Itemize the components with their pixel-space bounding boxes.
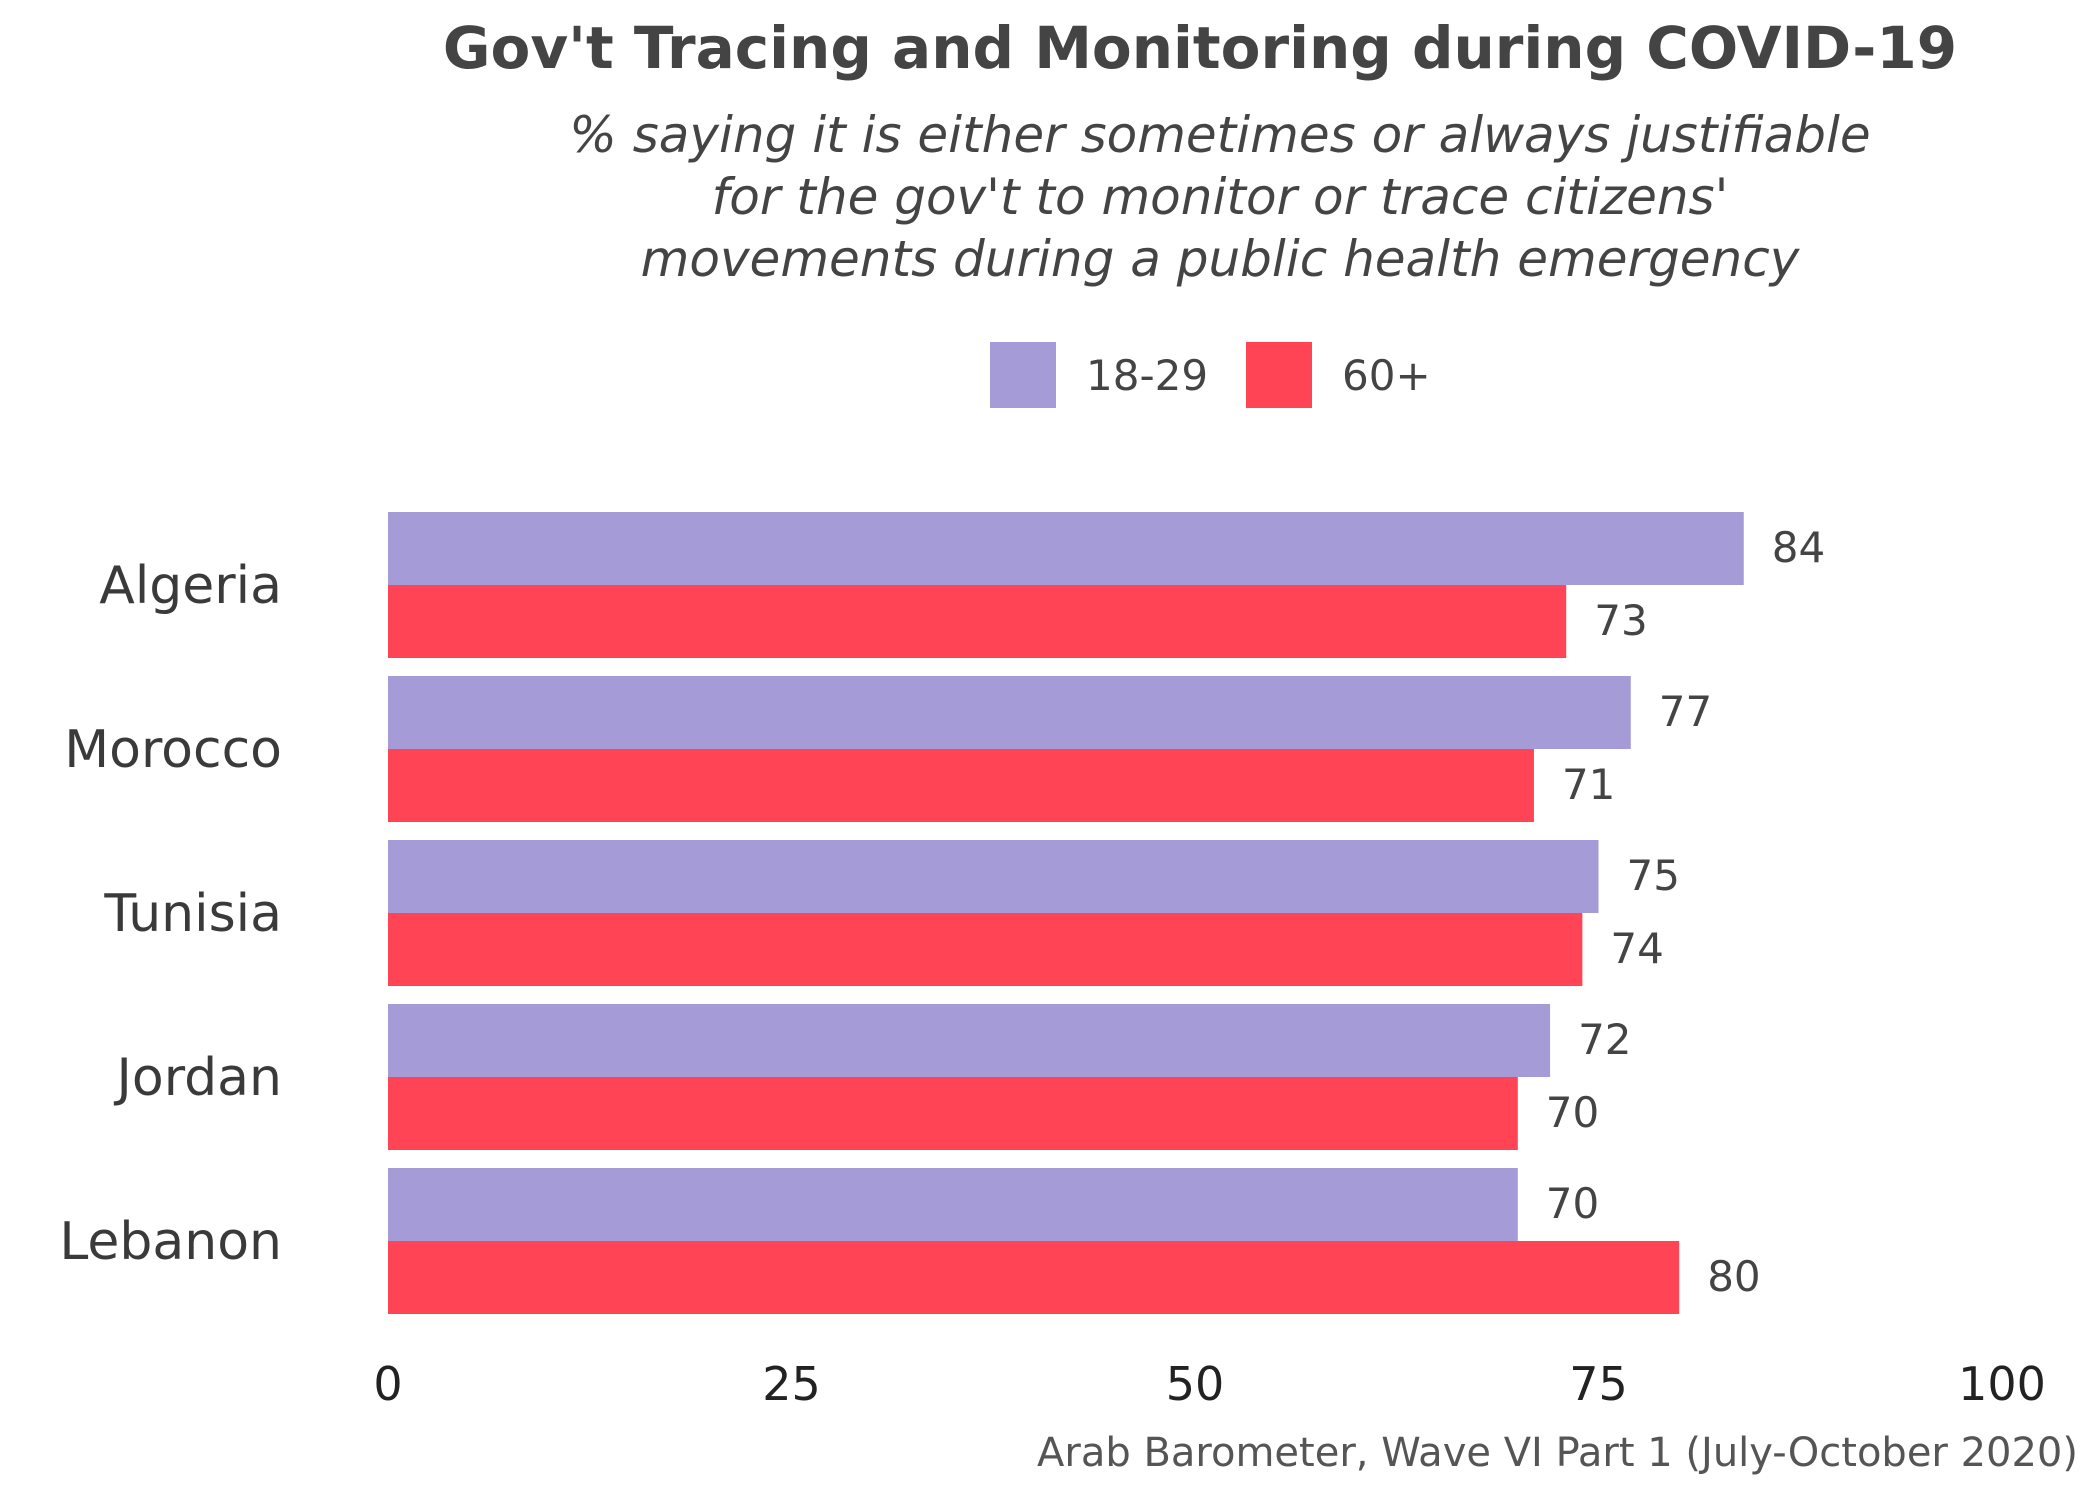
bar-tunisia-60-plus — [388, 913, 1583, 986]
data-label-tunisia-60-plus: 74 — [1610, 924, 1663, 973]
chart-title: Gov't Tracing and Monitoring during COVI… — [442, 14, 1958, 82]
data-label-lebanon-18-29: 70 — [1546, 1179, 1599, 1228]
legend-item-60-plus: 60+ — [1246, 342, 1431, 408]
x-tick-label-100: 100 — [1958, 1357, 2046, 1411]
legend-item-18-29: 18-29 — [990, 342, 1208, 408]
bar-morocco-18-29 — [388, 676, 1631, 749]
legend-label-18-29: 18-29 — [1086, 350, 1209, 400]
bar-lebanon-60-plus — [388, 1241, 1680, 1314]
bar-morocco-60-plus — [388, 749, 1534, 822]
data-label-jordan-60-plus: 70 — [1546, 1088, 1599, 1137]
x-tick-label-50: 50 — [1166, 1357, 1225, 1411]
category-label-lebanon: Lebanon — [59, 1212, 282, 1272]
data-label-algeria-60-plus: 73 — [1594, 596, 1647, 645]
chart-subtitle: % saying it is either sometimes or alway… — [400, 104, 2040, 290]
subtitle-line-1: % saying it is either sometimes or alway… — [569, 106, 1871, 164]
legend-swatch-18-29 — [990, 342, 1056, 408]
bar-lebanon-18-29 — [388, 1168, 1518, 1241]
x-tick-label-0: 0 — [373, 1357, 402, 1411]
bar-algeria-60-plus — [388, 585, 1567, 658]
chart-legend: 18-29 60+ — [990, 340, 1469, 410]
category-label-tunisia: Tunisia — [103, 884, 282, 944]
source-note: Arab Barometer, Wave VI Part 1 (July-Oct… — [1037, 1430, 2078, 1476]
x-tick-label-75: 75 — [1569, 1357, 1628, 1411]
bar-algeria-18-29 — [388, 512, 1744, 585]
bar-jordan-18-29 — [388, 1004, 1551, 1077]
subtitle-line-2: for the gov't to monitor or trace citize… — [711, 168, 1729, 226]
subtitle-line-3: movements during a public health emergen… — [640, 230, 1800, 288]
bar-jordan-60-plus — [388, 1077, 1518, 1150]
data-label-jordan-18-29: 72 — [1578, 1015, 1631, 1064]
data-label-algeria-18-29: 84 — [1772, 523, 1825, 572]
bar-tunisia-18-29 — [388, 840, 1599, 913]
legend-swatch-60-plus — [1246, 342, 1313, 408]
data-label-morocco-18-29: 77 — [1659, 687, 1712, 736]
x-tick-label-25: 25 — [762, 1357, 821, 1411]
data-label-morocco-60-plus: 71 — [1562, 760, 1615, 809]
data-label-tunisia-18-29: 75 — [1627, 851, 1680, 900]
category-label-morocco: Morocco — [64, 720, 282, 780]
legend-label-60-plus: 60+ — [1342, 350, 1431, 400]
data-label-lebanon-60-plus: 80 — [1707, 1252, 1760, 1301]
category-label-jordan: Jordan — [114, 1048, 282, 1108]
category-label-algeria: Algeria — [99, 556, 282, 616]
